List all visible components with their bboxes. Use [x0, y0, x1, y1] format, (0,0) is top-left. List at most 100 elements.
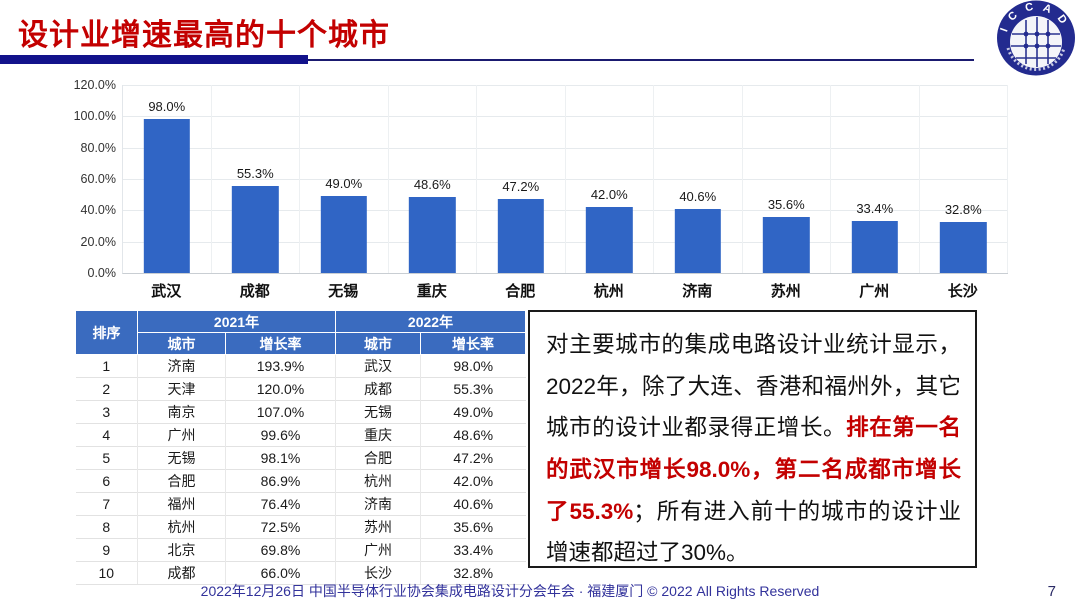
col-header-rank: 排序 — [75, 310, 138, 355]
table-cell: 无锡 — [137, 446, 226, 470]
table-cell: 苏州 — [335, 515, 421, 539]
bar-value-label: 40.6% — [679, 189, 717, 205]
table-cell: 天津 — [137, 377, 226, 401]
table-row: 8 杭州 72.5% 苏州 35.6% — [75, 515, 526, 539]
table-cell: 35.6% — [420, 515, 526, 539]
table-cell: 广州 — [137, 423, 226, 447]
table-cell: 济南 — [137, 354, 226, 378]
table-cell: 8 — [75, 515, 138, 539]
gridline — [123, 179, 1008, 180]
table-cell: 47.2% — [420, 446, 526, 470]
gridline — [123, 210, 1008, 212]
table-cell: 成都 — [137, 561, 226, 585]
table-cell: 6 — [75, 469, 138, 493]
table-cell: 76.4% — [225, 492, 336, 516]
table-header: 排序 2021年 2022年 城市 增长率 城市 增长率 — [75, 310, 526, 355]
y-tick-label: 20.0% — [80, 234, 116, 249]
table-cell: 99.6% — [225, 423, 336, 447]
table-cell: 5 — [75, 446, 138, 470]
y-tick-label: 100.0% — [73, 109, 116, 124]
x-category-label: 重庆 — [416, 283, 447, 300]
table-cell: 合肥 — [335, 446, 421, 470]
table-cell: 2 — [75, 377, 138, 401]
col-group-2021: 2021年 — [137, 310, 336, 333]
table-cell: 7 — [75, 492, 138, 516]
chart-bar — [586, 207, 633, 273]
table-cell: 4 — [75, 423, 138, 447]
table-cell: 北京 — [137, 538, 226, 562]
table-cell: 98.0% — [420, 354, 526, 378]
chart-bar — [940, 221, 987, 273]
table-cell: 55.3% — [420, 377, 526, 401]
x-category-label: 武汉 — [151, 283, 182, 300]
x-category-label: 成都 — [239, 283, 270, 300]
bar-cell: 42.0% — [566, 85, 654, 273]
page-title: 设计业增速最高的十个城市 — [18, 19, 390, 52]
bar-cell: 33.4% — [831, 85, 920, 273]
bar-value-label: 98.0% — [148, 99, 186, 115]
table-row: 5 无锡 98.1% 合肥 47.2% — [75, 446, 526, 470]
chart-x-labels: 武汉 成都 无锡 重庆 合肥 杭州 济南 苏州 广州 长沙 — [122, 280, 1007, 301]
table-cell: 无锡 — [335, 400, 421, 424]
bar-value-label: 49.0% — [325, 176, 363, 192]
table-row: 9 北京 69.8% 广州 33.4% — [75, 538, 526, 562]
col-header-rate-2021: 增长率 — [225, 332, 336, 355]
table-cell: 69.8% — [225, 538, 336, 562]
col-header-city-2022: 城市 — [335, 332, 421, 355]
bar-cell: 48.6% — [389, 85, 477, 273]
bar-cell: 40.6% — [654, 85, 743, 273]
table-cell: 66.0% — [225, 561, 336, 585]
x-category-label: 广州 — [859, 283, 890, 300]
chart-bar — [763, 217, 810, 273]
commentary-emphasis-segment: 排在第一名的武汉市增长98.0%，第二名成都市增长了55.3% — [546, 415, 961, 524]
bar-value-label: 35.6% — [767, 197, 805, 213]
table-cell: 86.9% — [225, 469, 336, 493]
x-category-label: 无锡 — [328, 283, 359, 300]
ranking-table-wrap: 排序 2021年 2022年 城市 增长率 城市 增长率 1 济南 193.9% 武汉… — [75, 310, 526, 585]
chart-bar — [674, 209, 721, 273]
table-row: 6 合肥 86.9% 杭州 42.0% — [75, 469, 526, 493]
chart-bar — [232, 186, 279, 273]
table-cell: 成都 — [335, 377, 421, 401]
bar-value-label: 55.3% — [236, 166, 274, 182]
table-cell: 193.9% — [225, 354, 336, 378]
bar-value-label: 42.0% — [590, 187, 628, 203]
bar-cell: 49.0% — [300, 85, 389, 273]
table-cell: 32.8% — [420, 561, 526, 585]
bar-value-label: 33.4% — [856, 200, 894, 216]
table-cell: 济南 — [335, 492, 421, 516]
table-cell: 48.6% — [420, 423, 526, 447]
table-cell: 10 — [75, 561, 138, 585]
ranking-table: 排序 2021年 2022年 城市 增长率 城市 增长率 1 济南 193.9% 武汉… — [75, 310, 526, 585]
table-cell: 107.0% — [225, 400, 336, 424]
col-header-city-2021: 城市 — [137, 332, 226, 355]
table-cell: 长沙 — [335, 561, 421, 585]
chart-cells: 98.0% 55.3% 49.0% 48.6% 47.2% 42.0% 40.6% 35.6%… — [123, 85, 1008, 273]
table-cell: 33.4% — [420, 538, 526, 562]
gridline — [123, 147, 1008, 149]
bar-value-label: 47.2% — [502, 179, 540, 195]
table-cell: 广州 — [335, 538, 421, 562]
x-category-label: 苏州 — [770, 283, 801, 300]
chart-y-axis: 120.0% 100.0% 80.0% 60.0% 40.0% 20.0% 0.0% — [73, 78, 122, 280]
bar-value-label: 48.6% — [413, 176, 451, 192]
y-tick-label: 80.0% — [80, 140, 116, 155]
y-tick-label: 120.0% — [73, 78, 116, 92]
title-rule-thin — [308, 59, 974, 61]
table-cell: 杭州 — [137, 515, 226, 539]
table-cell: 南京 — [137, 400, 226, 424]
table-row: 2 天津 120.0% 成都 55.3% — [75, 377, 526, 401]
table-body: 1 济南 193.9% 武汉 98.0% 2 天津 120.0% 成都 55.3% 3 南京 107.0… — [75, 354, 526, 585]
table-cell: 合肥 — [137, 469, 226, 493]
gridline — [123, 85, 1008, 86]
table-row: 4 广州 99.6% 重庆 48.6% — [75, 423, 526, 447]
bar-cell: 98.0% — [123, 85, 212, 273]
gridline — [123, 241, 1008, 243]
commentary-box: 对主要城市的集成电路设计业统计显示，2022年，除了大连、香港和福州外，其它城市… — [528, 310, 977, 568]
table-cell: 98.1% — [225, 446, 336, 470]
bar-cell: 55.3% — [212, 85, 300, 273]
bar-cell: 47.2% — [477, 85, 566, 273]
chart-bar — [851, 220, 898, 273]
title-rule-thick — [0, 55, 308, 64]
chart-plot: 98.0% 55.3% 49.0% 48.6% 47.2% 42.0% 40.6% 35.6%… — [122, 85, 1008, 274]
